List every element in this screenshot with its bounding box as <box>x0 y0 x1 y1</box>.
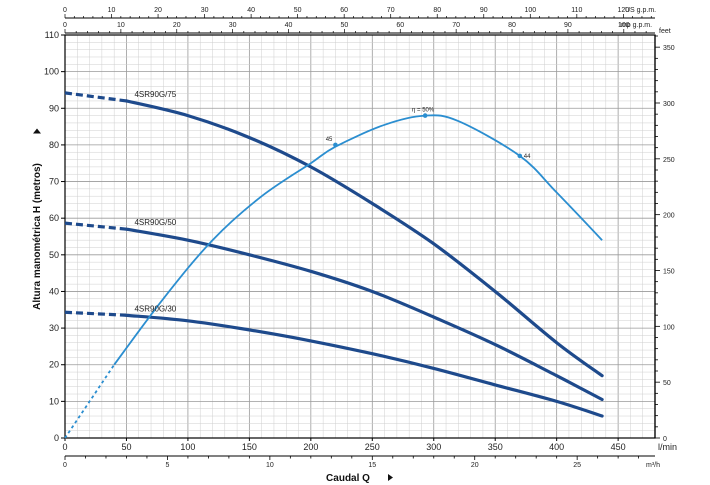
feet-tick-label: 100 <box>663 324 675 331</box>
x-tick-label: 300 <box>426 442 441 452</box>
imp-tick-label: 20 <box>173 22 181 29</box>
y-tick-label: 80 <box>49 140 59 150</box>
curve-efficiency <box>113 114 603 366</box>
y-tick-label: 40 <box>49 286 59 296</box>
imp-tick-label: 40 <box>285 22 293 29</box>
m3h-tick-label: 0 <box>63 462 67 469</box>
efficiency-marker <box>422 113 428 118</box>
feet-tick-label: 0 <box>663 436 667 443</box>
us-tick-label: 80 <box>433 7 441 14</box>
feet-tick-label: 50 <box>663 380 671 387</box>
y-axis-title: Altura manométrica H (metros) <box>32 163 43 310</box>
curve-4sr90g-50 <box>124 227 604 402</box>
x-tick-label: 400 <box>549 442 564 452</box>
m3h-tick-label: 20 <box>471 462 479 469</box>
imp-tick-label: 90 <box>564 22 572 29</box>
curve-label-4sr90g-50: 4SR90G/50 <box>134 218 176 227</box>
x-tick-label: 200 <box>303 442 318 452</box>
x-tick-label: 150 <box>242 442 257 452</box>
y-tick-label: 110 <box>45 30 59 40</box>
feet-tick-label: 200 <box>663 213 675 220</box>
us-tick-label: 60 <box>340 7 348 14</box>
us-tick-label: 120 <box>618 7 630 14</box>
efficiency-label: 45 <box>326 137 333 143</box>
curve-label-4sr90g-75: 4SR90G/75 <box>134 90 176 99</box>
curve-label-4sr90g-30: 4SR90G/30 <box>134 304 176 313</box>
y-tick-label: 20 <box>49 360 59 370</box>
y-tick-label: 100 <box>44 67 59 77</box>
y-axis-arrow-icon <box>33 128 41 134</box>
imp-tick-label: 70 <box>452 22 460 29</box>
us-tick-label: 30 <box>201 7 209 14</box>
y-tick-label: 90 <box>49 103 59 113</box>
y-tick-label: 0 <box>54 433 59 443</box>
imp-unit-label: Imp g.p.m. <box>619 22 652 29</box>
us-tick-label: 90 <box>480 7 488 14</box>
us-tick-label: 10 <box>108 7 116 14</box>
imp-tick-label: 80 <box>508 22 516 29</box>
y-tick-label: 50 <box>49 250 59 260</box>
us-tick-label: 0 <box>63 7 67 14</box>
m3h-unit-label: m³/h <box>646 462 660 469</box>
imp-tick-label: 50 <box>340 22 348 29</box>
labels-layer: 4SR90G/75 4SR90G/50 4SR90G/30 45 η = 50% 44 <box>134 90 531 313</box>
y-tick-label: 10 <box>49 396 59 406</box>
curve-efficiency-dashed <box>64 364 115 439</box>
x-tick-label: 350 <box>488 442 503 452</box>
us-unit-label: US g.p.m. <box>625 7 656 14</box>
us-tick-label: 70 <box>387 7 395 14</box>
m3h-tick-label: 5 <box>165 462 169 469</box>
m3h-tick-label: 25 <box>573 462 581 469</box>
series-layer <box>64 91 604 439</box>
x-unit-label: l/min <box>658 442 677 452</box>
us-tick-label: 20 <box>154 7 162 14</box>
feet-tick-label: 300 <box>663 101 675 108</box>
x-axis-arrow-icon <box>388 474 393 481</box>
x-tick-label: 100 <box>180 442 195 452</box>
x-axis-title: Caudal Q <box>326 473 370 484</box>
curve-4sr90g-30 <box>124 313 604 418</box>
m3h-tick-label: 10 <box>266 462 274 469</box>
x-tick-label: 0 <box>62 442 67 452</box>
feet-unit-label: feet <box>659 28 671 35</box>
feet-tick-label: 150 <box>663 268 675 275</box>
imp-tick-label: 30 <box>229 22 237 29</box>
imp-tick-label: 0 <box>63 22 67 29</box>
x-tick-label: 50 <box>121 442 131 452</box>
efficiency-label: η = 50% <box>412 108 435 114</box>
us-tick-label: 40 <box>247 7 255 14</box>
imp-tick-label: 10 <box>117 22 125 29</box>
feet-tick-label: 250 <box>663 157 675 164</box>
x-tick-label: 450 <box>611 442 626 452</box>
efficiency-label: 44 <box>524 154 531 160</box>
us-tick-label: 100 <box>524 7 536 14</box>
us-tick-label: 110 <box>571 7 582 14</box>
y-tick-label: 60 <box>49 213 59 223</box>
efficiency-marker <box>333 142 338 148</box>
imp-tick-label: 60 <box>396 22 404 29</box>
curve-4sr90g-75 <box>124 99 604 378</box>
y-tick-label: 70 <box>49 177 59 187</box>
us-tick-label: 50 <box>294 7 302 14</box>
imp-tick-label: 100 <box>618 22 630 29</box>
efficiency-marker <box>517 153 523 159</box>
x-tick-label: 250 <box>365 442 380 452</box>
y-tick-label: 30 <box>49 323 59 333</box>
feet-tick-label: 350 <box>663 45 675 52</box>
m3h-tick-label: 15 <box>368 462 376 469</box>
